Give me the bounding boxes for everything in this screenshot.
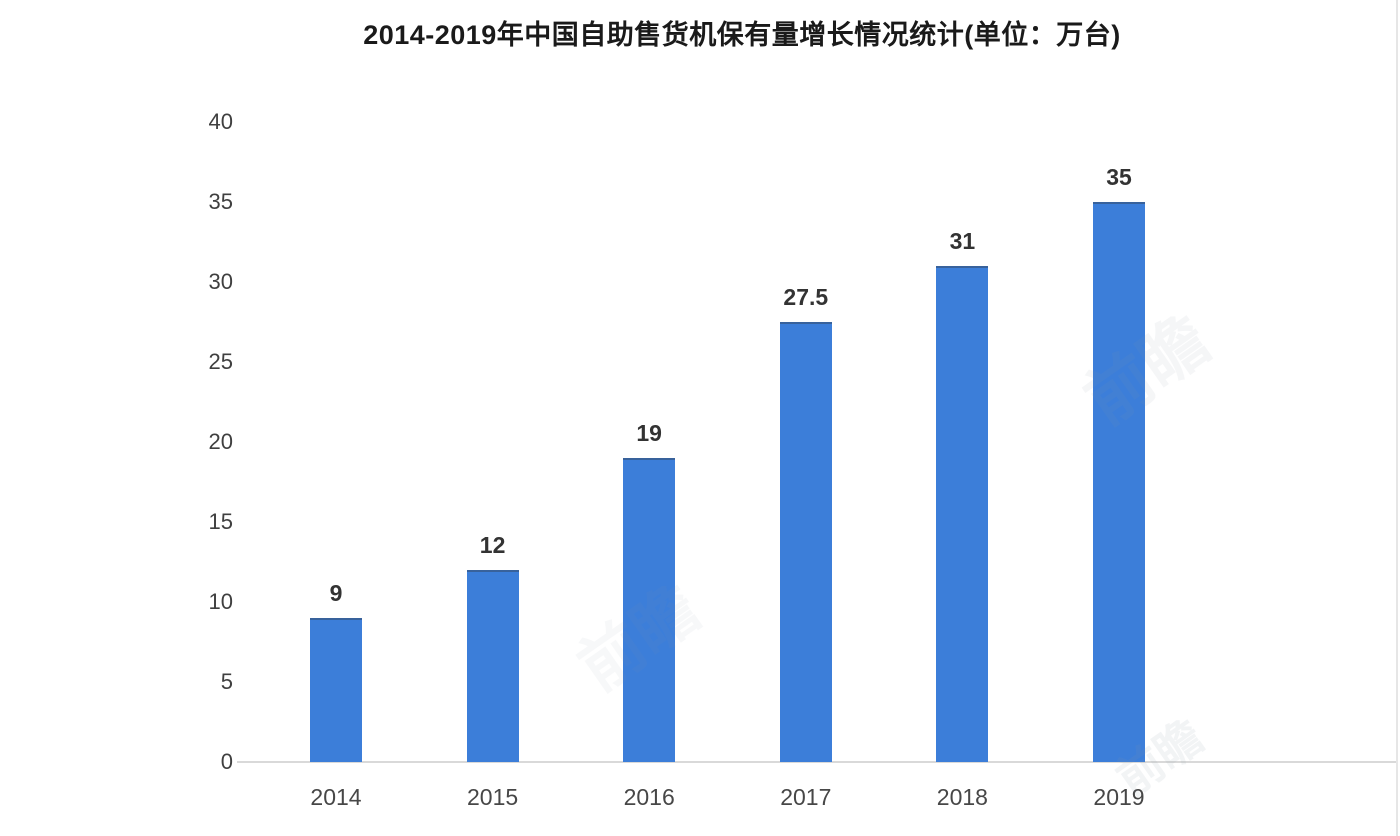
bar-value-label: 31 bbox=[949, 228, 976, 254]
x-axis-label: 2017 bbox=[780, 784, 832, 810]
y-tick-label: 35 bbox=[208, 189, 233, 214]
y-tick-label: 10 bbox=[208, 589, 233, 614]
y-tick-label: 40 bbox=[208, 109, 233, 134]
bar-2016 bbox=[623, 458, 676, 762]
chart-title: 2014-2019年中国自助售货机保有量增长情况统计(单位：万台) bbox=[363, 20, 1121, 50]
y-tick-label: 20 bbox=[208, 429, 233, 454]
bar-2014 bbox=[310, 618, 362, 762]
x-axis-label: 2019 bbox=[1093, 784, 1145, 810]
bar-2017 bbox=[779, 322, 832, 762]
y-tick-label: 0 bbox=[220, 749, 233, 774]
y-tick-label: 5 bbox=[220, 669, 233, 694]
bar-value-label: 12 bbox=[479, 532, 506, 558]
bar-2018 bbox=[936, 266, 989, 762]
y-tick-label: 15 bbox=[208, 509, 233, 534]
bar-2019 bbox=[1093, 202, 1145, 762]
x-axis-label: 2016 bbox=[623, 784, 675, 810]
right-edge-line bbox=[1396, 0, 1398, 836]
bar-value-label: 9 bbox=[329, 580, 343, 606]
bar-value-label: 19 bbox=[636, 420, 662, 446]
x-axis-label: 2015 bbox=[467, 784, 519, 810]
bar-value-label: 27.5 bbox=[783, 284, 829, 310]
y-tick-label: 25 bbox=[208, 349, 233, 374]
x-axis-label: 2014 bbox=[310, 784, 362, 810]
x-axis-line bbox=[237, 761, 1396, 763]
bar-value-label: 35 bbox=[1106, 164, 1132, 190]
x-axis-label: 2018 bbox=[936, 784, 988, 810]
y-tick-label: 30 bbox=[208, 269, 233, 294]
bar-2015 bbox=[466, 570, 519, 762]
